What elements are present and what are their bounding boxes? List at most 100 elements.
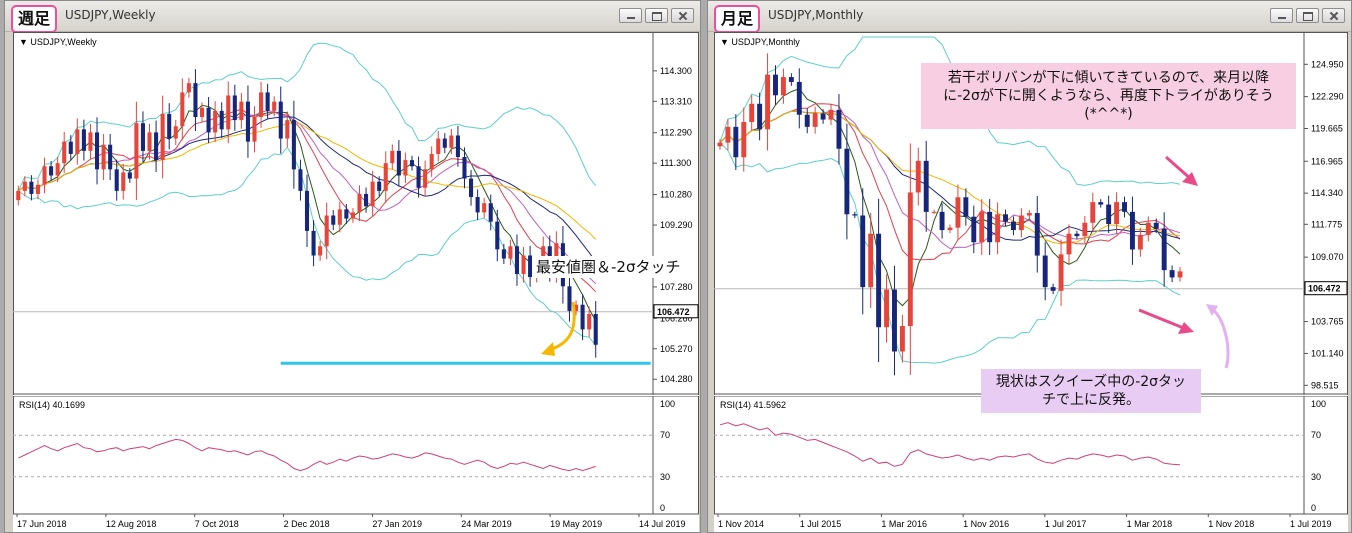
weekly-y-tick-label: 110.280 xyxy=(660,190,692,200)
monthly-ma-26-line xyxy=(719,110,1181,245)
monthly-candle-body xyxy=(899,326,905,352)
monthly-candle-body xyxy=(788,77,794,82)
weekly-candle-body xyxy=(521,255,526,274)
weekly-candle-body xyxy=(49,166,54,176)
monthly-x-tick-label: 1 Jul 2019 xyxy=(1290,519,1332,529)
weekly-candle-body xyxy=(318,246,323,256)
weekly-candle-body xyxy=(501,249,506,259)
monthly-candle-body xyxy=(987,211,993,243)
weekly-candle-body xyxy=(514,246,520,274)
weekly-rsi-tick-label: 70 xyxy=(660,430,670,440)
weekly-y-tick-label: 112.290 xyxy=(660,128,692,138)
monthly-candle-body xyxy=(733,126,739,158)
monthly-candle-body xyxy=(828,109,834,120)
weekly-candle-body xyxy=(121,172,126,191)
monthly-candle-body xyxy=(780,77,786,96)
weekly-candle-body xyxy=(199,107,205,118)
minimize-icon xyxy=(1271,9,1292,22)
weekly-candle-body xyxy=(173,126,178,139)
monthly-x-tick-label: 1 Mar 2016 xyxy=(881,519,927,529)
monthly-x-tick-label: 1 Jul 2015 xyxy=(800,519,842,529)
weekly-candle-body xyxy=(311,230,316,256)
weekly-minimize-button[interactable] xyxy=(619,8,642,23)
weekly-candle-body xyxy=(62,141,67,164)
weekly-candle-body xyxy=(331,215,336,225)
weekly-candle-body xyxy=(68,141,73,154)
monthly-candle-body xyxy=(1137,234,1143,250)
weekly-maximize-button[interactable] xyxy=(645,8,668,23)
weekly-chart-area[interactable]: ▼ USDJPY,Weekly 114.300 113.310 112.290 111.… xyxy=(13,32,699,532)
weekly-x-tick-label: 2 Dec 2018 xyxy=(284,519,330,529)
monthly-last-price-label: 106.472 xyxy=(1308,284,1341,294)
monthly-ma-10-line xyxy=(719,103,1181,261)
monthly-minimize-button[interactable] xyxy=(1270,8,1293,23)
weekly-candle-body xyxy=(108,144,113,170)
close-icon xyxy=(672,9,693,22)
weekly-chart-window[interactable]: USDJPY,Weekly 週足 ▼ USDJPY,Weekly 114.300 1… xyxy=(4,0,701,533)
monthly-chart-window[interactable]: USDJPY,Monthly 月足 ▼ USDJPY,Monthly 124.95… xyxy=(707,0,1352,533)
monthly-rsi-line xyxy=(719,422,1181,467)
monthly-y-tick-label: 119.665 xyxy=(1311,123,1343,133)
monthly-ma-5-line xyxy=(719,88,1181,307)
weekly-candle-body xyxy=(167,113,172,139)
monthly-maximize-button[interactable] xyxy=(1296,8,1319,23)
weekly-candle-body xyxy=(377,181,382,191)
weekly-candle-body xyxy=(403,160,408,176)
monthly-arrowhead-purple xyxy=(1206,304,1218,316)
weekly-candle-body xyxy=(75,129,80,154)
weekly-x-tick-label: 7 Oct 2018 xyxy=(195,519,239,529)
monthly-close-button[interactable] xyxy=(1322,8,1345,23)
monthly-candle-body xyxy=(1058,254,1064,291)
monthly-rsi-tick-label: 70 xyxy=(1311,430,1321,440)
monthly-candle-body xyxy=(1090,202,1096,223)
weekly-candle-body xyxy=(180,92,185,127)
weekly-candle-body xyxy=(593,313,598,345)
monthly-candle-body xyxy=(796,81,802,115)
weekly-candle-body xyxy=(573,304,579,311)
weekly-rsi-label: RSI(14) 40.1699 xyxy=(19,400,85,410)
monthly-rsi-tick-label: 100 xyxy=(1311,399,1326,409)
monthly-x-tick-label: 1 Jul 2017 xyxy=(1045,519,1087,529)
weekly-candle-body xyxy=(29,181,34,194)
monthly-y-tick-label: 111.775 xyxy=(1311,219,1342,229)
weekly-ma-5-line xyxy=(18,104,597,322)
weekly-candle-body xyxy=(272,101,277,111)
monthly-candle-body xyxy=(1026,213,1032,216)
monthly-candle-body xyxy=(820,113,826,120)
weekly-candle-body xyxy=(324,215,329,247)
monthly-titlebar[interactable]: USDJPY,Monthly 月足 xyxy=(708,1,1351,33)
weekly-titlebar[interactable]: USDJPY,Weekly 週足 xyxy=(5,1,700,33)
monthly-x-tick-label: 1 Nov 2016 xyxy=(963,519,1009,529)
weekly-candle-body xyxy=(127,172,132,179)
weekly-rsi-tick-label: 30 xyxy=(660,472,670,482)
monthly-x-tick-label: 1 Nov 2014 xyxy=(718,519,764,529)
monthly-candle-body xyxy=(1050,287,1056,291)
weekly-candle-body xyxy=(278,101,283,139)
weekly-candle-body xyxy=(259,92,264,118)
monthly-candle-body xyxy=(1145,222,1151,235)
weekly-x-tick-label: 19 May 2019 xyxy=(550,519,602,529)
weekly-ma-10-line xyxy=(18,108,597,293)
weekly-chart-svg[interactable]: ▼ USDJPY,Weekly 114.300 113.310 112.290 111.… xyxy=(13,32,699,532)
weekly-candle-body xyxy=(206,107,211,133)
weekly-candle-body xyxy=(567,286,572,311)
weekly-note-arrow xyxy=(548,301,576,352)
weekly-candle-body xyxy=(528,255,533,278)
weekly-candle-body xyxy=(442,138,447,148)
weekly-candle-body xyxy=(252,117,257,142)
weekly-badge: 週足 xyxy=(11,5,58,33)
monthly-candle-body xyxy=(773,74,778,96)
weekly-close-button[interactable] xyxy=(671,8,694,23)
minimize-icon xyxy=(620,9,641,22)
monthly-y-tick-label: 101.140 xyxy=(1311,348,1344,358)
weekly-candle-body xyxy=(232,95,237,121)
weekly-candle-body xyxy=(337,209,342,225)
monthly-badge: 月足 xyxy=(714,5,761,33)
weekly-subtitle: ▼ USDJPY,Weekly xyxy=(19,37,97,47)
weekly-candle-body xyxy=(383,163,388,191)
weekly-candle-body xyxy=(409,160,415,167)
monthly-y-tick-label: 103.765 xyxy=(1311,317,1344,327)
monthly-candle-body xyxy=(876,233,882,328)
monthly-candle-body xyxy=(1082,222,1088,237)
maximize-icon xyxy=(1297,9,1318,22)
